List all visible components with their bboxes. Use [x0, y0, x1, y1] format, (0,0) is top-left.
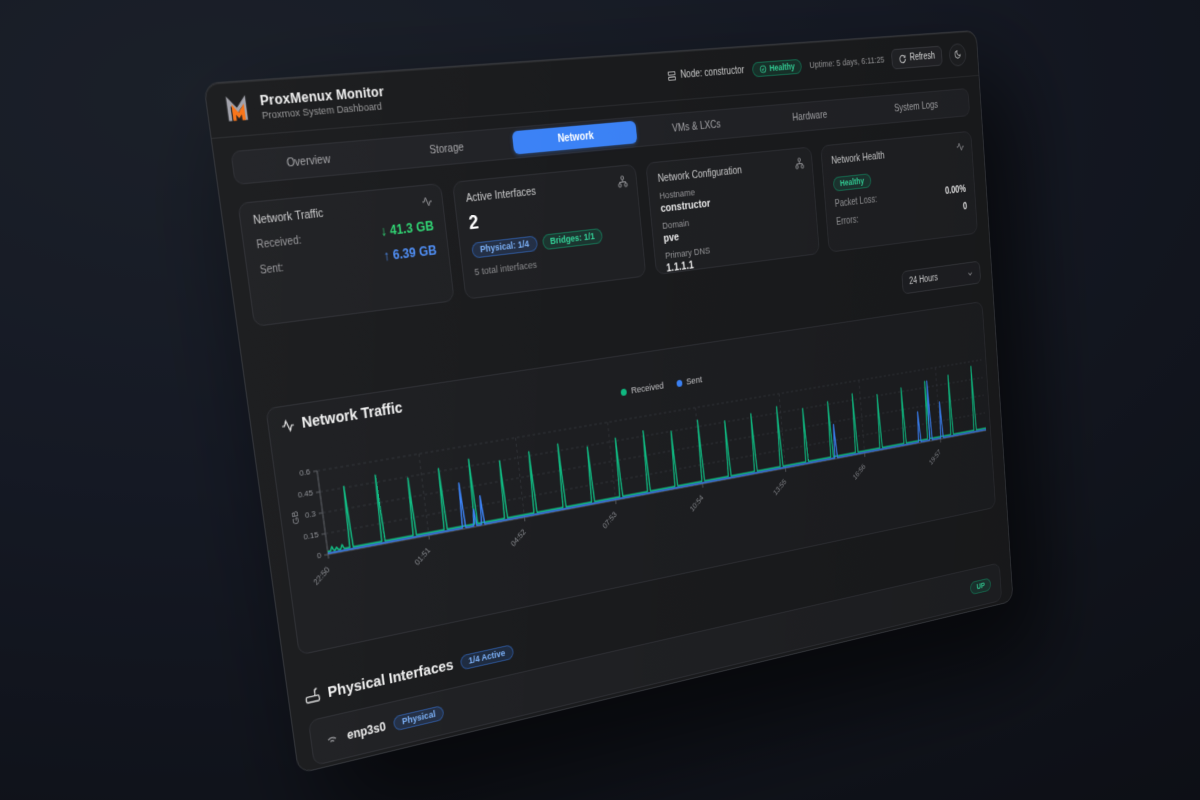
tab-network[interactable]: Network — [512, 120, 638, 155]
health-status-badge: Healthy — [832, 173, 872, 192]
tab-hardware[interactable]: Hardware — [754, 101, 864, 132]
legend-dot — [620, 388, 628, 397]
time-range-value: 24 Hours — [908, 272, 939, 287]
wifi-icon — [324, 730, 339, 747]
network-icon — [617, 175, 628, 188]
received-label: Received: — [255, 234, 303, 252]
tab-overview[interactable]: Overview — [235, 143, 379, 180]
svg-text:0.6: 0.6 — [299, 467, 311, 478]
svg-text:19:57: 19:57 — [928, 448, 942, 466]
tab-storage[interactable]: Storage — [378, 132, 512, 167]
activity-icon — [280, 417, 296, 434]
legend-item-sent: Sent — [676, 374, 702, 389]
interface-name: enp3s0 — [346, 718, 387, 742]
main-content: Network Traffic Received: ↓ 41.3 GB Sent… — [221, 130, 1013, 770]
svg-text:0: 0 — [316, 551, 322, 561]
network-health-card: Network Health Healthy Packet Loss: 0.00… — [820, 130, 978, 253]
packet-loss-label: Packet Loss: — [834, 193, 878, 210]
legend-dot — [676, 379, 683, 388]
active-interfaces-card: Active Interfaces 2 Physical: 1/4 Bridge… — [452, 163, 647, 300]
errors-label: Errors: — [835, 214, 859, 228]
theme-toggle-button[interactable] — [948, 42, 967, 67]
sent-label: Sent: — [259, 261, 285, 277]
network-traffic-chart-card: Network Traffic Received Sent 0 0.15 0.3 0.4… — [265, 301, 996, 656]
health-badge: Healthy — [751, 58, 803, 78]
received-value: ↓ 41.3 GB — [379, 218, 435, 240]
physical-count-badge: Physical: 1/4 — [471, 235, 538, 259]
active-count-badge: 1/4 Active — [459, 643, 514, 670]
brand: ProxMenux Monitor Proxmox System Dashboa… — [223, 83, 387, 125]
traffic-chart[interactable]: 0 0.15 0.3 0.45 0.6 22:50 01:51 04:52 07:53 10:54… — [281, 345, 991, 616]
dashboard-window: ProxMenux Monitor Proxmox System Dashboa… — [203, 29, 1014, 775]
network-icon — [794, 157, 804, 170]
legend-item-received: Received — [620, 381, 664, 399]
svg-text:13:55: 13:55 — [772, 478, 788, 497]
svg-text:07:53: 07:53 — [601, 510, 618, 530]
network-traffic-card: Network Traffic Received: ↓ 41.3 GB Sent… — [237, 182, 455, 328]
packet-loss-value: 0.00% — [944, 183, 967, 197]
network-configuration-card: Network Configuration Hostname construct… — [645, 146, 820, 276]
router-icon — [304, 686, 322, 706]
node-label: Node: constructor — [679, 65, 745, 81]
refresh-icon — [899, 54, 907, 64]
bridges-count-badge: Bridges: 1/1 — [541, 227, 604, 251]
svg-text:04:52: 04:52 — [509, 527, 527, 548]
svg-text:16:56: 16:56 — [852, 462, 867, 481]
svg-text:10:54: 10:54 — [689, 493, 705, 513]
activity-icon — [421, 195, 434, 209]
interface-status-badge: UP — [970, 577, 992, 596]
errors-value: 0 — [962, 200, 968, 213]
svg-text:01:51: 01:51 — [413, 546, 432, 567]
server-icon — [667, 70, 677, 82]
check-circle-icon — [759, 64, 767, 73]
app-logo — [223, 93, 254, 125]
activity-icon — [956, 141, 965, 153]
uptime-text: Uptime: 5 days, 6:11:25 — [809, 54, 885, 72]
chevron-down-icon — [966, 268, 973, 278]
moon-icon — [954, 49, 962, 60]
tab-system-logs[interactable]: System Logs — [864, 92, 967, 122]
interface-type-badge: Physical — [393, 704, 445, 732]
svg-text:0.3: 0.3 — [304, 509, 316, 520]
svg-text:22:50: 22:50 — [312, 565, 332, 587]
svg-text:GB: GB — [291, 510, 302, 525]
svg-text:0.45: 0.45 — [297, 488, 313, 500]
tab-vms-lxcs[interactable]: VMs & LXCs — [637, 110, 754, 142]
time-range-select[interactable]: 24 Hours — [901, 260, 982, 295]
node-info: Node: constructor — [667, 65, 745, 82]
sent-value: ↑ 6.39 GB — [382, 242, 438, 264]
refresh-button[interactable]: Refresh — [890, 45, 943, 70]
svg-text:0.15: 0.15 — [303, 530, 319, 542]
header-status-area: Node: constructor Healthy Uptime: 5 days… — [666, 42, 967, 89]
